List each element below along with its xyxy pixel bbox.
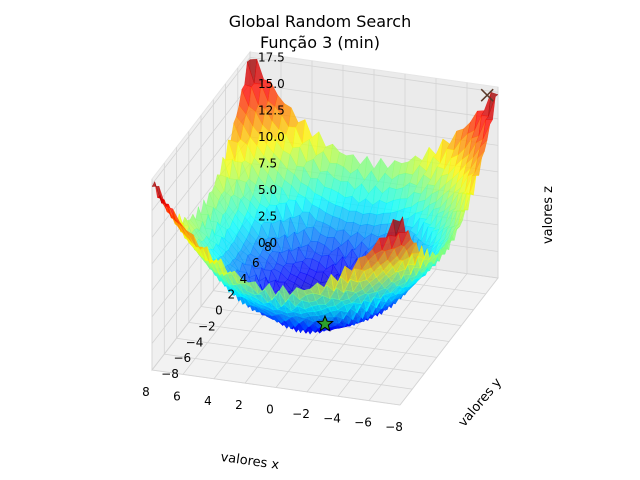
z-tick-label: 15.0 xyxy=(258,77,285,91)
z-tick-label: 17.5 xyxy=(258,50,285,64)
z-tick-label: 12.5 xyxy=(258,103,285,117)
z-tick-label: 10.0 xyxy=(258,130,285,144)
y-tick-label: −2 xyxy=(198,319,216,333)
minimum-star-marker xyxy=(316,314,334,332)
x-tick-label: 4 xyxy=(204,394,212,408)
y-axis-label: valores y xyxy=(456,375,506,430)
chart-subtitle: Função 3 (min) xyxy=(259,33,380,52)
z-tick-label: 2.5 xyxy=(258,210,277,224)
x-tick-label: −8 xyxy=(385,420,403,434)
gridline-z xyxy=(151,56,499,185)
z-tick-label: 5.0 xyxy=(258,183,277,197)
x-tick-label: −6 xyxy=(354,416,372,430)
y-tick-label: −8 xyxy=(161,367,179,381)
start-marker xyxy=(480,88,494,102)
chart-title: Global Random Search xyxy=(228,12,412,31)
z-tick-label: 7.5 xyxy=(258,156,277,170)
z-axis-label: valores z xyxy=(541,186,556,244)
y-tick-label: 6 xyxy=(252,256,260,270)
x-tick-label: 2 xyxy=(235,398,243,412)
y-tick-label: 8 xyxy=(264,240,272,254)
x-tick-label: −2 xyxy=(292,407,310,421)
x-tick-label: 8 xyxy=(142,385,150,399)
y-tick-label: 2 xyxy=(227,288,235,302)
z-tick-label: 0.0 xyxy=(258,236,277,250)
x-tick-label: 0 xyxy=(266,403,274,417)
x-tick-label: 6 xyxy=(173,389,181,403)
x-axis-label: valores x xyxy=(220,450,281,473)
surface-patch xyxy=(392,216,403,237)
y-tick-label: −4 xyxy=(186,335,204,349)
x-tick-label: −4 xyxy=(323,411,341,425)
y-tick-label: 0 xyxy=(215,304,223,318)
y-tick-label: −6 xyxy=(173,351,191,365)
y-tick-label: 4 xyxy=(240,272,248,286)
